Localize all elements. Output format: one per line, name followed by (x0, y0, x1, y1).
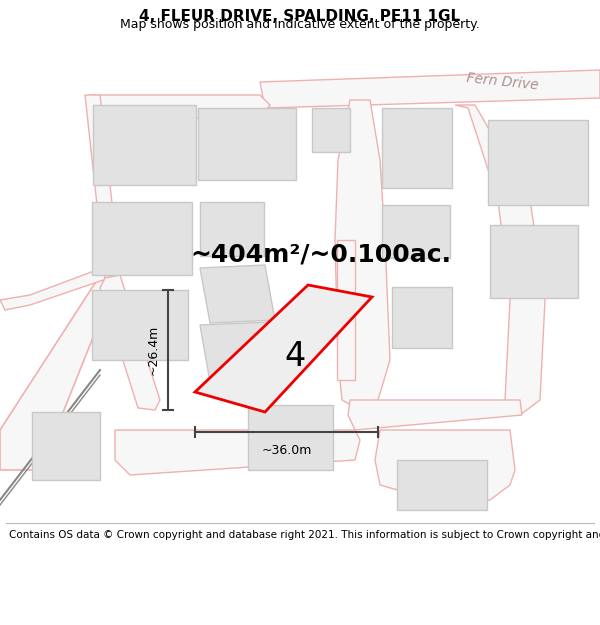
Polygon shape (337, 240, 355, 380)
Polygon shape (488, 120, 588, 205)
Polygon shape (200, 322, 280, 382)
Polygon shape (200, 202, 264, 256)
Polygon shape (90, 95, 270, 118)
Polygon shape (200, 265, 275, 323)
Polygon shape (32, 412, 100, 480)
Polygon shape (115, 430, 360, 475)
Polygon shape (348, 400, 522, 430)
Polygon shape (195, 285, 372, 412)
Polygon shape (0, 260, 120, 470)
Text: Fern Drive: Fern Drive (465, 71, 539, 92)
Polygon shape (392, 287, 452, 348)
Text: 4, FLEUR DRIVE, SPALDING, PE11 1GL: 4, FLEUR DRIVE, SPALDING, PE11 1GL (139, 9, 461, 24)
Polygon shape (92, 290, 188, 360)
Polygon shape (198, 108, 296, 180)
Polygon shape (382, 108, 452, 188)
Polygon shape (0, 265, 118, 310)
Polygon shape (312, 108, 350, 152)
Text: 4: 4 (284, 340, 305, 373)
Polygon shape (93, 105, 196, 185)
Text: ~404m²/~0.100ac.: ~404m²/~0.100ac. (190, 243, 451, 267)
Text: ~36.0m: ~36.0m (262, 444, 311, 457)
Text: Map shows position and indicative extent of the property.: Map shows position and indicative extent… (120, 18, 480, 31)
Text: Contains OS data © Crown copyright and database right 2021. This information is : Contains OS data © Crown copyright and d… (9, 531, 600, 541)
Polygon shape (100, 275, 160, 410)
Polygon shape (455, 105, 545, 415)
Polygon shape (335, 100, 390, 410)
Polygon shape (248, 405, 333, 470)
Polygon shape (490, 225, 578, 298)
Text: ~26.4m: ~26.4m (147, 325, 160, 375)
Polygon shape (382, 205, 450, 258)
Polygon shape (92, 202, 192, 275)
Polygon shape (397, 460, 487, 510)
Polygon shape (85, 95, 120, 278)
Polygon shape (260, 70, 600, 108)
Polygon shape (375, 430, 515, 505)
